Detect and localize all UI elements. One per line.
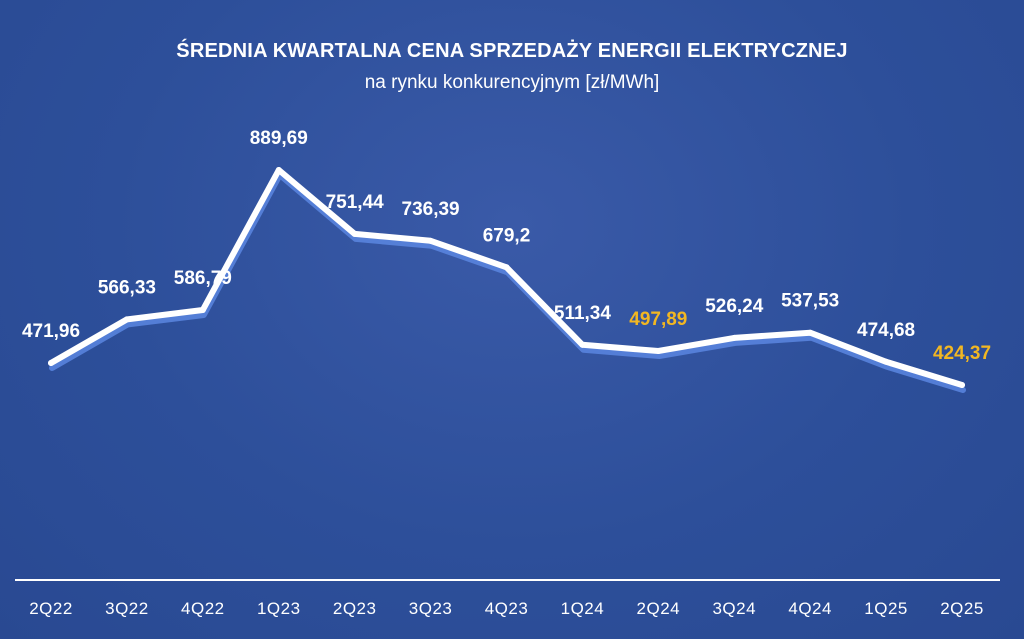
x-tick-label: 2Q22 — [29, 599, 73, 618]
x-tick-label: 4Q22 — [181, 599, 225, 618]
data-point — [199, 306, 206, 313]
x-tick-label: 4Q24 — [788, 599, 832, 618]
data-label: 511,34 — [554, 303, 611, 324]
data-label: 889,69 — [250, 128, 308, 149]
x-tick-label: 1Q23 — [257, 599, 301, 618]
data-label: 424,37 — [933, 343, 991, 364]
data-point — [427, 237, 434, 244]
x-tick-label: 1Q24 — [561, 599, 605, 618]
chart-title: ŚREDNIA KWARTALNA CENA SPRZEDAŻY ENERGII… — [176, 40, 848, 62]
x-tick-label: 3Q24 — [712, 599, 756, 618]
x-tick-label: 2Q23 — [333, 599, 377, 618]
data-point — [123, 316, 130, 323]
data-point — [655, 348, 662, 355]
data-point — [959, 382, 965, 388]
x-tick-label: 2Q25 — [940, 599, 984, 618]
data-label: 679,2 — [483, 225, 531, 246]
data-point — [275, 167, 282, 173]
data-point — [48, 360, 54, 367]
data-label: 526,24 — [705, 296, 764, 317]
data-point — [807, 329, 814, 336]
data-label: 537,53 — [781, 291, 839, 312]
data-label: 474,68 — [857, 320, 915, 341]
data-label: 586,79 — [174, 268, 232, 289]
data-point — [731, 334, 738, 341]
data-label: 471,96 — [22, 321, 80, 342]
chart-subtitle: na rynku konkurencyjnym [zł/MWh] — [364, 72, 660, 93]
data-label: 566,33 — [98, 277, 156, 298]
data-point — [579, 341, 586, 348]
data-label: 751,44 — [326, 192, 385, 213]
x-tick-label: 1Q25 — [864, 599, 908, 618]
x-tick-label: 3Q22 — [105, 599, 149, 618]
data-label: 497,89 — [629, 309, 687, 330]
x-tick-label: 3Q23 — [409, 599, 453, 618]
data-point — [883, 358, 890, 365]
data-point — [351, 230, 358, 237]
x-tick-label: 2Q24 — [637, 599, 681, 618]
data-point — [503, 264, 510, 271]
x-tick-label: 4Q23 — [485, 599, 529, 618]
data-label: 736,39 — [402, 199, 460, 220]
